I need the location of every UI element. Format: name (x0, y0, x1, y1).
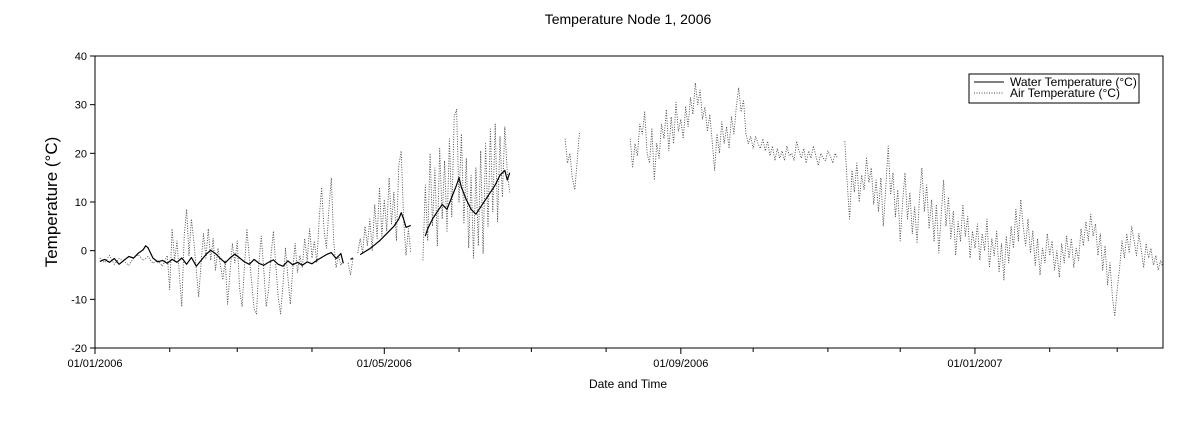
x-tick-label: 01/01/2006 (67, 358, 122, 370)
y-axis-label: Temperature (°C) (42, 137, 61, 268)
y-tick-label: 30 (75, 100, 87, 112)
air-temperature-line (629, 82, 838, 181)
x-tick-label: 01/01/2007 (947, 358, 1002, 370)
x-tick-label: 01/05/2006 (357, 358, 412, 370)
water-temperature-line (359, 212, 412, 256)
legend: Water Temperature (°C) Air Temperature (… (968, 73, 1140, 104)
air-temperature-line (422, 109, 511, 261)
legend-box (968, 73, 1140, 104)
y-tick-label: 10 (75, 197, 87, 209)
x-axis: 01/01/2006 01/05/2006 01/09/2006 01/01/2007 (67, 348, 1118, 370)
air-temperature-line (844, 141, 1164, 317)
water-temperature-line (424, 169, 511, 237)
y-tick-label: -20 (71, 343, 87, 355)
x-axis-label: Date and Time (589, 377, 667, 391)
y-axis: -20 -10 0 10 20 30 40 (71, 51, 95, 355)
y-tick-label: 40 (75, 51, 87, 63)
series-layer (99, 82, 1164, 317)
air-temperature-line (347, 257, 354, 276)
chart-title: Temperature Node 1, 2006 (545, 11, 712, 27)
y-tick-label: 20 (75, 148, 87, 160)
series-water-temperature (99, 169, 511, 267)
y-tick-label: -10 (71, 294, 87, 306)
air-temperature-line (564, 131, 581, 191)
legend-label-water: Water Temperature (°C) (1010, 75, 1137, 89)
y-tick-label: 0 (81, 246, 87, 258)
series-air-temperature (99, 82, 1164, 317)
air-temperature-line (357, 150, 412, 256)
water-temperature-line (350, 257, 354, 260)
x-tick-label: 01/09/2006 (653, 358, 708, 370)
water-temperature-line (99, 245, 344, 267)
air-temperature-line (99, 177, 344, 315)
legend-label-air: Air Temperature (°C) (1010, 86, 1120, 100)
